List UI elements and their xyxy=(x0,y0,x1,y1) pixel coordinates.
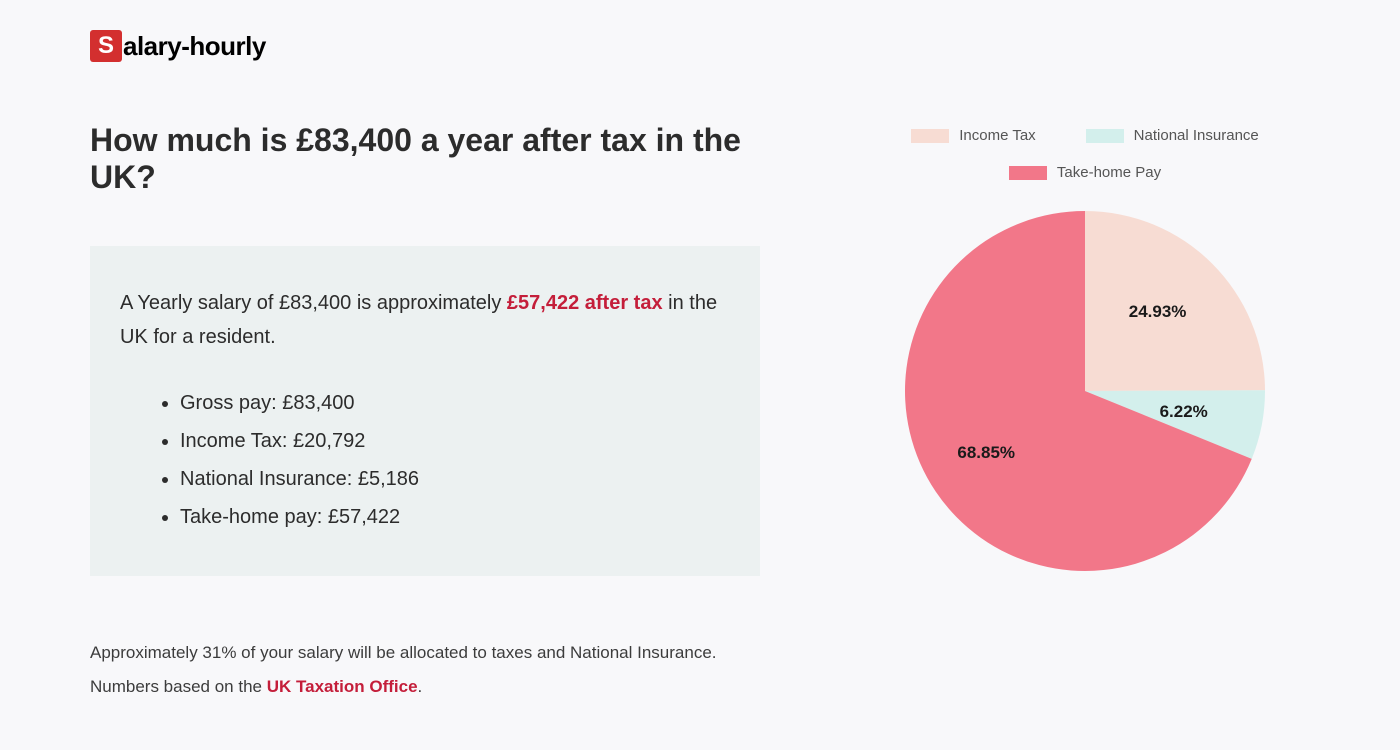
footer-line2-suffix: . xyxy=(418,677,423,696)
logo-badge: S xyxy=(90,30,122,62)
legend-item-income-tax: Income Tax xyxy=(911,127,1035,144)
logo: S alary-hourly xyxy=(90,30,1310,62)
footer-line2-prefix: Numbers based on the xyxy=(90,677,267,696)
legend-item-takehome: Take-home Pay xyxy=(1009,164,1161,181)
breakdown-item: Income Tax: £20,792 xyxy=(180,422,730,460)
left-column: How much is £83,400 a year after tax in … xyxy=(90,122,760,704)
footer-text: Approximately 31% of your salary will be… xyxy=(90,636,760,704)
pie-label-takehome: 68.85% xyxy=(957,443,1015,463)
pie-label-national-insurance: 6.22% xyxy=(1160,402,1208,422)
breakdown-item: National Insurance: £5,186 xyxy=(180,460,730,498)
breakdown-item: Gross pay: £83,400 xyxy=(180,384,730,422)
info-box: A Yearly salary of £83,400 is approximat… xyxy=(90,246,760,576)
taxation-office-link[interactable]: UK Taxation Office xyxy=(267,677,418,696)
legend-label: Take-home Pay xyxy=(1057,164,1161,181)
chart-legend: Income Tax National Insurance Take-home … xyxy=(860,127,1310,181)
legend-swatch xyxy=(1086,129,1124,143)
legend-label: Income Tax xyxy=(959,127,1035,144)
footer-line1: Approximately 31% of your salary will be… xyxy=(90,643,717,662)
breakdown-item: Take-home pay: £57,422 xyxy=(180,498,730,536)
legend-label: National Insurance xyxy=(1134,127,1259,144)
legend-item-national-insurance: National Insurance xyxy=(1086,127,1259,144)
content-wrapper: How much is £83,400 a year after tax in … xyxy=(90,122,1310,704)
summary-highlight: £57,422 after tax xyxy=(507,292,663,314)
legend-swatch xyxy=(911,129,949,143)
summary-text: A Yearly salary of £83,400 is approximat… xyxy=(120,286,730,354)
legend-swatch xyxy=(1009,166,1047,180)
page-heading: How much is £83,400 a year after tax in … xyxy=(90,122,760,196)
logo-text: alary-hourly xyxy=(123,31,266,62)
pie-label-income-tax: 24.93% xyxy=(1129,302,1187,322)
pie-chart: 24.93% 6.22% 68.85% xyxy=(895,201,1275,581)
summary-prefix: A Yearly salary of £83,400 is approximat… xyxy=(120,292,507,314)
breakdown-list: Gross pay: £83,400 Income Tax: £20,792 N… xyxy=(120,384,730,536)
right-column: Income Tax National Insurance Take-home … xyxy=(860,122,1310,704)
pie-svg xyxy=(895,201,1275,581)
